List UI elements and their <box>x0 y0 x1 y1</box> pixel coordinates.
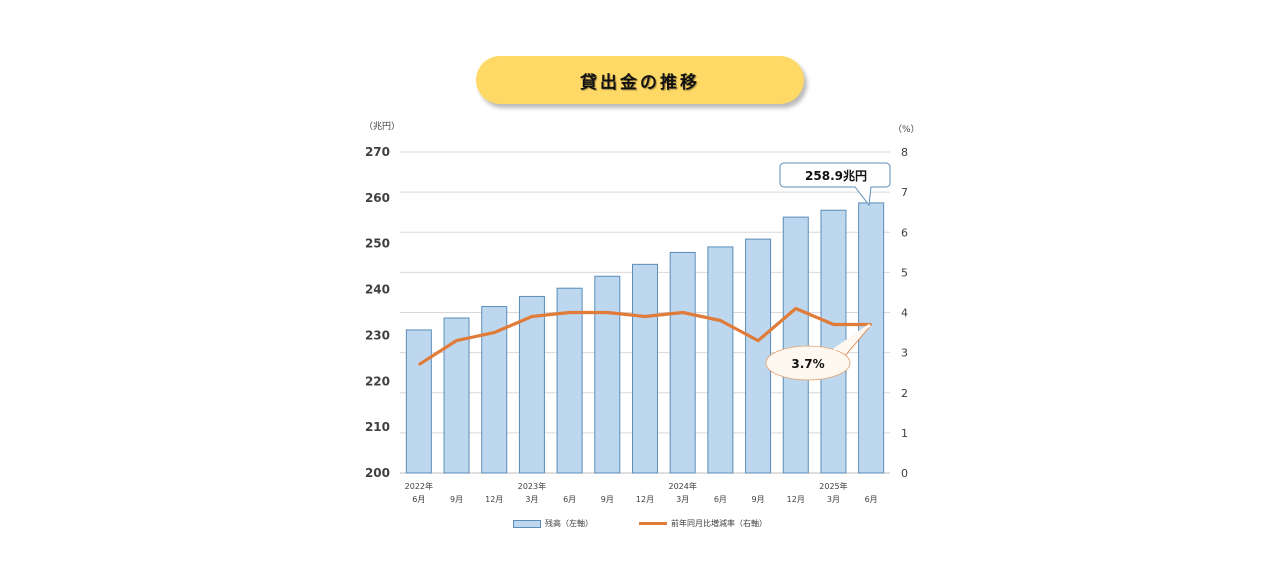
left-tick-label: 220 <box>365 374 390 388</box>
x-tick-month: 3月 <box>676 495 689 504</box>
left-tick-label: 230 <box>365 328 390 342</box>
right-tick-label: 5 <box>901 266 908 279</box>
x-tick-month: 9月 <box>450 495 463 504</box>
x-tick-month: 12月 <box>787 495 805 504</box>
bar <box>707 246 734 474</box>
bar-value-callout: 258.9兆円 <box>779 162 891 207</box>
legend-item-growth-rate: 前年同月比増減率（右軸） <box>639 518 767 529</box>
x-tick-month: 9月 <box>752 495 765 504</box>
x-axis: 2022年 6月 9月 12月 2023年 3月 6月 9月 12月 2024年 3月 6月 9月 12月… <box>405 481 878 504</box>
right-tick-label: 4 <box>901 307 908 320</box>
right-tick-label: 6 <box>901 226 908 239</box>
x-tick-month: 12月 <box>636 495 654 504</box>
x-tick-month: 6月 <box>563 495 576 504</box>
x-tick-month: 3月 <box>525 495 538 504</box>
x-tick-year: 2024年 <box>669 481 697 491</box>
bar <box>782 216 809 474</box>
bar <box>820 209 847 474</box>
left-axis: 200 210 220 230 240 250 260 270 <box>365 145 390 480</box>
bar <box>669 251 696 474</box>
left-tick-label: 200 <box>365 466 390 480</box>
right-tick-label: 0 <box>901 467 908 480</box>
legend-label-growth-rate: 前年同月比増減率（右軸） <box>671 519 767 528</box>
right-tick-label: 8 <box>901 146 908 159</box>
bar <box>443 317 470 474</box>
x-tick-year: 2022年 <box>405 481 433 491</box>
x-tick-month: 6月 <box>412 495 425 504</box>
left-tick-label: 270 <box>365 145 390 159</box>
line-callout-text: 3.7% <box>791 357 824 371</box>
legend-item-balance: 残高（左軸） <box>513 518 593 529</box>
x-tick-month: 12月 <box>485 495 503 504</box>
bar <box>858 202 885 474</box>
left-tick-label: 260 <box>365 191 390 205</box>
bar <box>745 238 772 474</box>
bar <box>556 287 583 474</box>
bar-swatch-icon <box>513 519 541 528</box>
bar <box>518 295 545 474</box>
bar <box>594 275 621 474</box>
x-tick-month: 6月 <box>714 495 727 504</box>
right-axis-unit: （%） <box>893 125 920 135</box>
x-tick-month: 6月 <box>865 495 878 504</box>
right-axis: 0 1 2 3 4 5 6 7 8 <box>901 146 908 480</box>
bar-callout-text: 258.9兆円 <box>805 168 867 183</box>
bar <box>405 329 432 474</box>
bar-series <box>405 202 885 474</box>
line-swatch-icon <box>639 522 667 525</box>
legend: 残高（左軸） 前年同月比増減率（右軸） <box>0 518 1280 529</box>
right-tick-label: 7 <box>901 186 908 199</box>
growth-rate-line <box>417 306 872 367</box>
bar <box>632 263 658 474</box>
x-tick-month: 9月 <box>601 495 614 504</box>
legend-label-balance: 残高（左軸） <box>545 519 593 528</box>
chart-title-banner: 貸出金の推移 <box>476 56 804 104</box>
x-tick-year: 2023年 <box>518 481 546 491</box>
right-tick-label: 2 <box>901 387 908 400</box>
left-axis-unit: （兆円） <box>364 122 401 132</box>
left-tick-label: 210 <box>365 420 390 434</box>
x-tick-year: 2025年 <box>819 481 847 491</box>
left-tick-label: 240 <box>365 283 390 297</box>
x-tick-month: 3月 <box>827 495 840 504</box>
right-tick-label: 1 <box>901 427 908 440</box>
line-series <box>417 306 872 367</box>
chart-title: 貸出金の推移 <box>580 72 700 93</box>
line-value-callout: 3.7% <box>765 323 873 381</box>
left-tick-label: 250 <box>365 237 390 251</box>
right-tick-label: 3 <box>901 347 908 360</box>
